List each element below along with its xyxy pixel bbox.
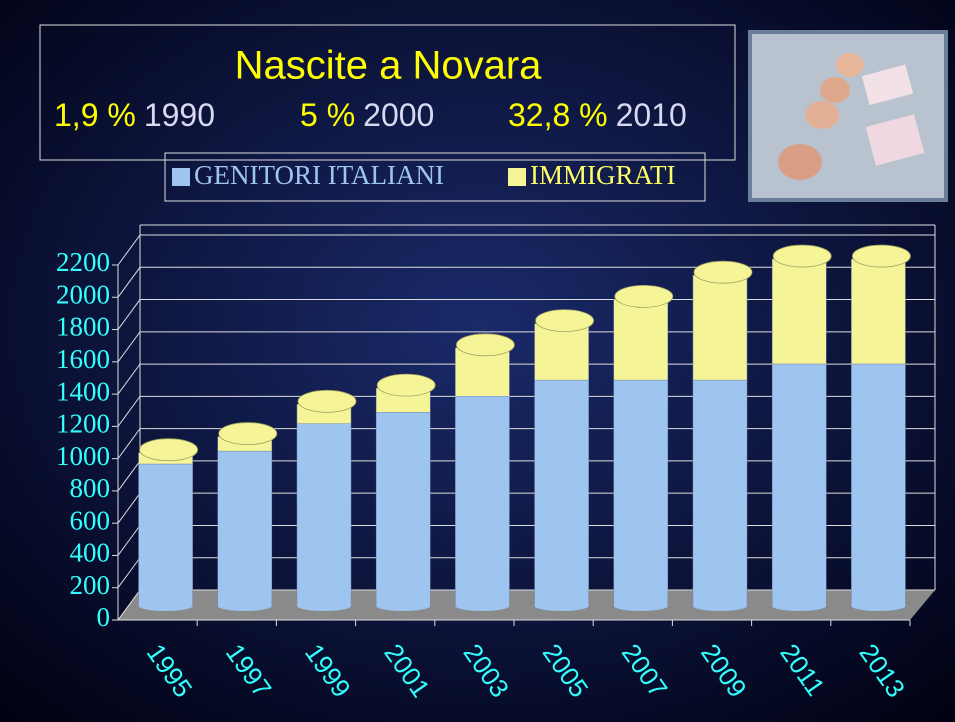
y-tick-label: 1400 [56, 376, 110, 406]
y-tick-label: 2200 [56, 247, 110, 277]
bar-cap [615, 285, 673, 307]
annotation: 1,9 %1990 [54, 97, 215, 133]
bar-cap [773, 245, 831, 267]
bar-base [297, 601, 351, 611]
legend-swatch [508, 168, 526, 186]
bar-cap [852, 245, 910, 267]
bar-cap [377, 374, 435, 396]
legend-label: IMMIGRATI [530, 160, 676, 190]
bar [614, 380, 668, 606]
y-tick-label: 800 [70, 473, 111, 503]
bar-cap [298, 390, 356, 412]
bar-cap [140, 439, 198, 461]
bar [535, 380, 589, 606]
bar-base [535, 601, 589, 611]
bar-cap [456, 334, 514, 356]
bar-base [139, 601, 193, 611]
y-tick-label: 600 [70, 505, 111, 535]
photo-baby [836, 53, 864, 77]
bar [614, 299, 668, 380]
chart-title: Nascite a Novara [235, 44, 543, 88]
bar-base [772, 601, 826, 611]
bar-cap [219, 423, 277, 445]
bar [851, 364, 905, 606]
bar [297, 424, 351, 606]
annotation-pct: 32,8 % [508, 97, 608, 133]
y-tick-label: 400 [70, 538, 111, 568]
bar [376, 412, 430, 606]
y-tick-label: 0 [97, 602, 111, 632]
photo-baby [778, 144, 822, 180]
bar-base [693, 601, 747, 611]
legend: GENITORI ITALIANI IMMIGRATI [172, 160, 676, 190]
y-tick-label: 1200 [56, 409, 110, 439]
bar [772, 259, 826, 364]
legend-swatch [172, 168, 190, 186]
bar [851, 259, 905, 364]
bar-base [614, 601, 668, 611]
photo-baby [820, 77, 850, 103]
bar [218, 451, 272, 606]
bar-base [851, 601, 905, 611]
bar [139, 464, 193, 606]
bar-cap [536, 310, 594, 332]
legend-label: GENITORI ITALIANI [194, 160, 444, 190]
annotation-pct: 1,9 % [54, 97, 136, 133]
bar-cap [694, 261, 752, 283]
annotation-year: 2010 [616, 97, 687, 133]
bar-base [376, 601, 430, 611]
photo [748, 30, 948, 202]
y-tick-label: 2000 [56, 279, 110, 309]
annotation-pct: 5 % [300, 97, 355, 133]
annotation: 32,8 %2010 [508, 97, 687, 133]
bar [693, 380, 747, 606]
bar [535, 324, 589, 380]
photo-baby [805, 101, 839, 129]
annotation-year: 2000 [363, 97, 434, 133]
bar [772, 364, 826, 606]
bar [455, 396, 509, 606]
annotations: 1,9 %1990 5 %2000 32,8 %2010 [54, 97, 687, 133]
y-tick-label: 1000 [56, 441, 110, 471]
y-tick-label: 200 [70, 570, 111, 600]
annotation-year: 1990 [144, 97, 215, 133]
bar-base [218, 601, 272, 611]
bar [693, 275, 747, 380]
y-tick-label: 1600 [56, 344, 110, 374]
bar-base [455, 601, 509, 611]
slide: Nascite a Novara 1,9 %19905 %200032,8 %2… [0, 0, 955, 722]
y-tick-label: 1800 [56, 312, 110, 342]
annotation: 5 %2000 [300, 97, 434, 133]
